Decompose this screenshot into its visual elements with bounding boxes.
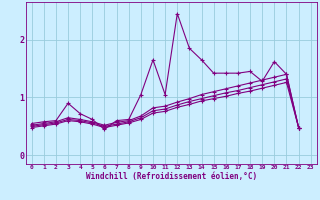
X-axis label: Windchill (Refroidissement éolien,°C): Windchill (Refroidissement éolien,°C) (86, 172, 257, 181)
